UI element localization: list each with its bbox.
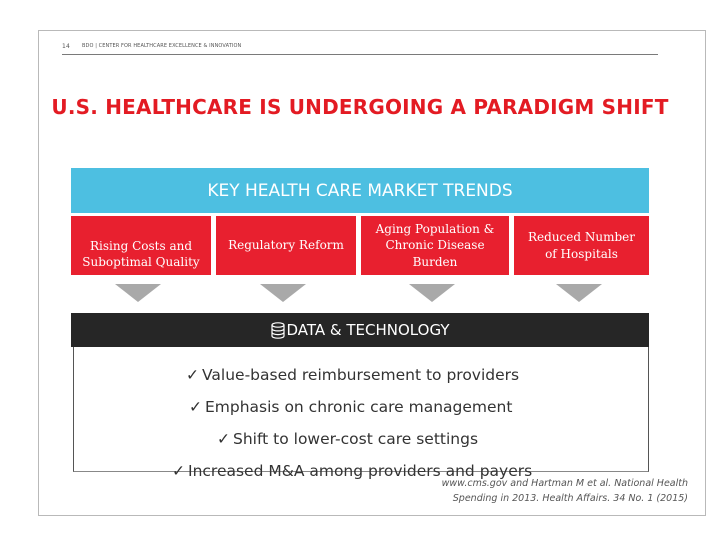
slide-number: 14 — [62, 43, 71, 50]
list-item: ✓ Shift to lower-cost care settings — [217, 430, 479, 448]
trend-label: Reduced Number of Hospitals — [528, 230, 635, 261]
technology-bar: DATA & TECHNOLOGY — [71, 313, 649, 347]
page-title: U.S. HEALTHCARE IS UNDERGOING A PARADIGM… — [51, 95, 669, 119]
list-item: ✓ Increased M&A among providers and payer… — [172, 462, 533, 480]
list-item: ✓ Emphasis on chronic care management — [189, 398, 513, 416]
database-icon — [270, 321, 285, 339]
trend-box-aging-population: Aging Population & Chronic Disease Burde… — [361, 216, 509, 275]
down-arrow-icon — [260, 284, 306, 302]
trend-label: Rising Costs and Suboptimal Quality — [82, 239, 200, 270]
down-arrow-icon — [409, 284, 455, 302]
check-icon: ✓ — [186, 366, 199, 384]
down-arrow-icon — [115, 284, 161, 302]
citation: www.cms.gov and Hartman M et al. Nationa… — [442, 477, 688, 506]
trend-label: Aging Population & Chronic Disease Burde… — [375, 222, 495, 269]
header-divider — [62, 54, 658, 55]
header-text: BDO | CENTER FOR HEALTHCARE EXCELLENCE &… — [82, 43, 242, 49]
trends-heading: KEY HEALTH CARE MARKET TRENDS — [207, 180, 513, 201]
trend-box-rising-costs: Rising Costs and Suboptimal Quality — [71, 216, 211, 275]
list-item: ✓ Value-based reimbursement to providers — [186, 366, 520, 384]
trends-banner: KEY HEALTH CARE MARKET TRENDS — [71, 168, 649, 213]
trend-box-regulatory-reform: Regulatory Reform — [216, 216, 356, 275]
check-icon: ✓ — [217, 430, 230, 448]
trend-box-reduced-hospitals: Reduced Number of Hospitals — [514, 216, 649, 275]
citation-line: Spending in 2013. Health Affairs. 34 No.… — [452, 492, 688, 504]
trend-label: Regulatory Reform — [228, 238, 344, 253]
slide-frame — [38, 30, 706, 516]
check-icon: ✓ — [189, 398, 202, 416]
technology-label: DATA & TECHNOLOGY — [286, 321, 450, 339]
down-arrow-icon — [556, 284, 602, 302]
citation-line: www.cms.gov and Hartman M et al. Nationa… — [441, 478, 688, 489]
bullets-panel — [73, 347, 649, 472]
check-icon: ✓ — [172, 462, 185, 480]
